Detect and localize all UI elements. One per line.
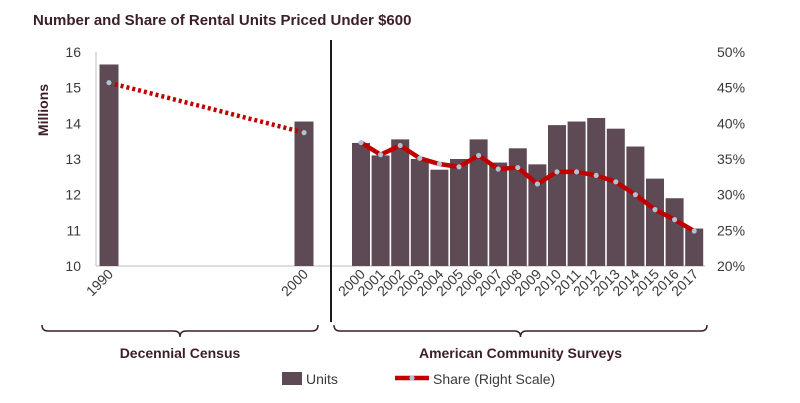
share-point bbox=[378, 152, 384, 158]
bar bbox=[587, 117, 606, 266]
y-tick-label: 14 bbox=[65, 115, 81, 131]
share-point bbox=[436, 161, 442, 167]
chart-title: Number and Share of Rental Units Priced … bbox=[33, 12, 412, 29]
bar bbox=[646, 178, 664, 266]
bar bbox=[410, 159, 429, 266]
group-label: American Community Surveys bbox=[419, 345, 622, 361]
y-tick-label: 16 bbox=[65, 44, 81, 60]
y-tick-label: 10 bbox=[65, 258, 81, 274]
share-point bbox=[515, 164, 521, 171]
legend-share-label: Share (Right Scale) bbox=[433, 371, 555, 387]
share-point bbox=[632, 192, 639, 198]
legend-units-label: Units bbox=[306, 371, 338, 387]
bar bbox=[371, 155, 390, 266]
y-tick-label: 15 bbox=[65, 80, 81, 96]
share-point bbox=[397, 142, 403, 149]
share-point bbox=[534, 181, 541, 187]
x-tick-label: 2000 bbox=[278, 266, 311, 299]
share-point bbox=[613, 179, 619, 185]
share-point bbox=[652, 207, 658, 213]
bar bbox=[430, 169, 449, 266]
bar bbox=[469, 139, 488, 266]
y-axis-label: Millions bbox=[35, 84, 51, 136]
y2-tick-label: 30% bbox=[717, 187, 745, 203]
y2-tick-label: 25% bbox=[717, 222, 745, 238]
share-point bbox=[106, 80, 112, 86]
bar bbox=[99, 64, 119, 266]
bar bbox=[606, 128, 625, 266]
y2-tick-label: 45% bbox=[717, 80, 745, 96]
bar bbox=[450, 159, 468, 266]
y2-tick-label: 35% bbox=[717, 151, 745, 167]
y-tick-label: 13 bbox=[65, 151, 81, 167]
share-line bbox=[108, 80, 305, 135]
x-tick-label: 1990 bbox=[83, 266, 116, 299]
group-label: Decennial Census bbox=[120, 345, 241, 361]
group-bracket bbox=[333, 324, 708, 338]
group-bracket bbox=[41, 324, 319, 338]
share-point bbox=[476, 152, 482, 159]
bar bbox=[528, 164, 547, 266]
share-point bbox=[574, 169, 580, 175]
bar bbox=[294, 121, 314, 266]
bar bbox=[391, 139, 410, 266]
y-tick-label: 11 bbox=[66, 222, 81, 238]
share-point bbox=[495, 166, 501, 172]
bar bbox=[685, 228, 704, 266]
bar bbox=[548, 125, 566, 266]
share-point bbox=[301, 130, 307, 136]
share-point bbox=[554, 169, 560, 175]
bar bbox=[489, 162, 508, 266]
y2-tick-label: 40% bbox=[717, 115, 745, 131]
share-point bbox=[358, 139, 364, 146]
share-line bbox=[358, 140, 697, 234]
share-point bbox=[672, 217, 678, 223]
bar bbox=[508, 148, 527, 266]
legend-units-swatch bbox=[282, 372, 302, 385]
bar bbox=[626, 146, 645, 266]
legend-share-marker bbox=[409, 375, 415, 381]
share-point bbox=[417, 155, 423, 161]
share-point bbox=[691, 228, 697, 234]
y-tick-label: 12 bbox=[65, 187, 81, 203]
bar bbox=[352, 142, 370, 266]
bar bbox=[665, 198, 684, 266]
bar bbox=[567, 121, 586, 266]
share-point bbox=[456, 164, 462, 170]
share-point bbox=[593, 172, 599, 179]
y2-tick-label: 50% bbox=[717, 44, 745, 60]
y2-tick-label: 20% bbox=[717, 258, 745, 274]
